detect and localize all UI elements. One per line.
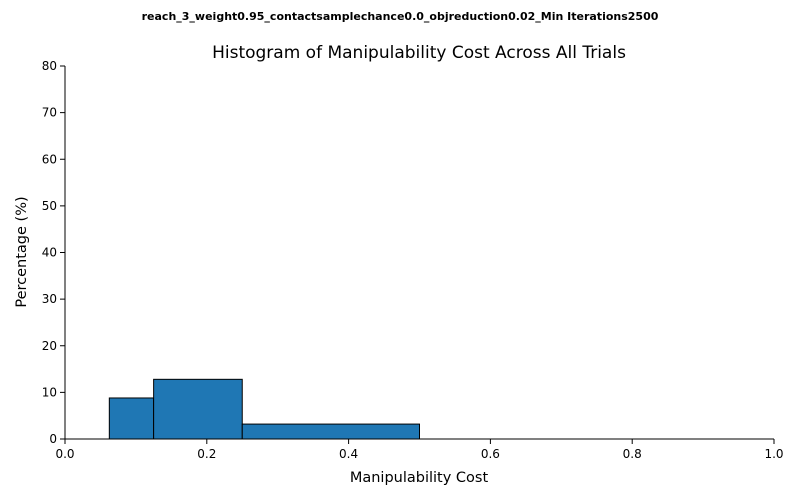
y-axis-ticks: 0 10 20 30 40 50 60 70 80 — [42, 59, 65, 446]
y-tick-label-1: 10 — [42, 385, 57, 399]
x-axis-label: Manipulability Cost — [350, 470, 489, 486]
y-tick-label-5: 50 — [42, 199, 57, 213]
y-tick-label-7: 70 — [42, 106, 57, 120]
x-axis-ticks: 0.0 0.2 0.4 0.6 0.8 1.0 — [55, 439, 784, 461]
x-tick-label-2: 0.4 — [339, 447, 358, 461]
histogram-bar-1 — [153, 378, 243, 440]
histogram-bar-0 — [108, 397, 155, 440]
histogram-bars — [108, 378, 420, 440]
x-tick-label-3: 0.6 — [481, 447, 500, 461]
x-tick-label-0: 0.0 — [55, 447, 74, 461]
y-tick-label-0: 0 — [49, 432, 57, 446]
chart-title: Histogram of Manipulability Cost Across … — [212, 43, 626, 63]
x-tick-label-5: 1.0 — [764, 447, 783, 461]
histogram-bar-2 — [241, 423, 420, 440]
y-tick-label-3: 30 — [42, 292, 57, 306]
chart-suptitle: reach_3_weight0.95_contactsamplechance0.… — [142, 10, 659, 23]
y-tick-label-4: 40 — [42, 246, 57, 260]
y-axis-label: Percentage (%) — [14, 196, 30, 307]
y-tick-label-2: 20 — [42, 339, 57, 353]
y-tick-label-8: 80 — [42, 59, 57, 73]
y-tick-label-6: 60 — [42, 152, 57, 166]
x-tick-label-1: 0.2 — [197, 447, 216, 461]
x-tick-label-4: 0.8 — [623, 447, 642, 461]
